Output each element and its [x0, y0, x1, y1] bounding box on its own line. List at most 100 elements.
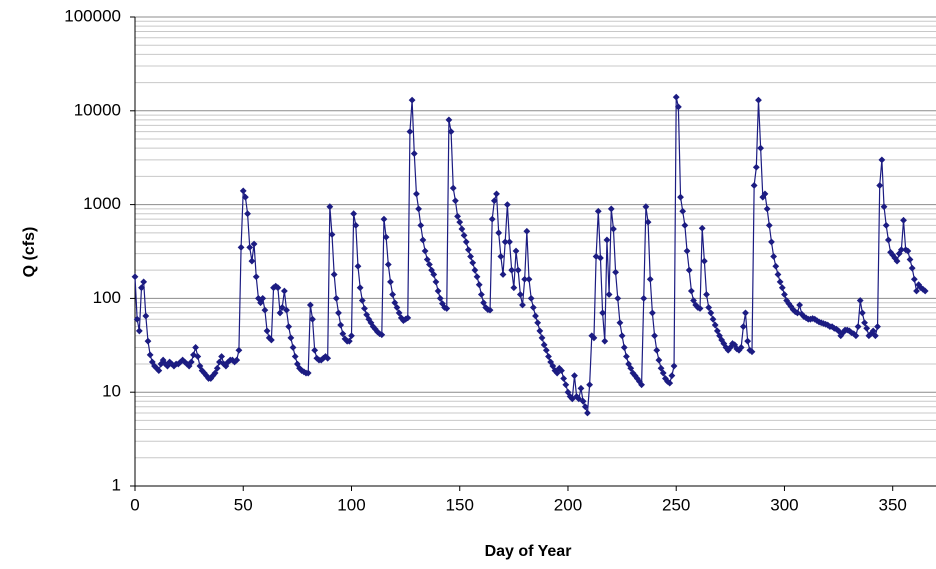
data-point	[713, 327, 721, 335]
data-point	[536, 327, 544, 335]
data-point	[852, 332, 860, 340]
data-point	[456, 218, 464, 226]
data-point	[400, 317, 407, 324]
data-point	[244, 210, 251, 218]
data-point	[802, 314, 810, 322]
data-point	[296, 364, 303, 372]
data-point	[579, 397, 587, 405]
data-point	[384, 261, 392, 268]
data-point	[144, 337, 152, 345]
data-point	[421, 247, 429, 255]
data-point	[649, 309, 656, 317]
data-point	[278, 304, 286, 311]
y-tick-label: 1	[112, 475, 121, 494]
data-point	[700, 257, 708, 265]
data-point	[761, 190, 769, 198]
data-point	[778, 284, 786, 292]
data-point	[529, 304, 537, 311]
data-point	[434, 287, 442, 295]
data-point	[194, 353, 202, 360]
data-point	[640, 295, 648, 302]
data-point	[187, 358, 195, 366]
data-point	[607, 205, 615, 213]
data-point	[352, 222, 360, 229]
data-point	[605, 291, 613, 298]
data-point	[755, 96, 762, 104]
data-point	[698, 224, 706, 232]
data-point	[259, 295, 267, 302]
data-point	[389, 291, 397, 298]
data-point	[183, 360, 191, 368]
data-point	[581, 403, 589, 411]
data-point	[345, 337, 353, 345]
data-point	[190, 351, 197, 359]
data-point	[415, 205, 422, 213]
data-point	[540, 341, 548, 349]
data-point	[324, 354, 332, 362]
data-point	[601, 337, 609, 345]
data-point	[696, 305, 704, 312]
data-point	[703, 291, 710, 298]
data-point	[685, 266, 693, 274]
data-point	[516, 291, 524, 298]
data-point	[776, 278, 784, 286]
data-point	[361, 305, 368, 312]
data-point	[337, 321, 345, 329]
data-point	[250, 240, 258, 248]
data-point	[644, 218, 652, 226]
data-point	[231, 358, 238, 366]
data-point	[224, 358, 232, 366]
data-point	[876, 182, 884, 189]
data-point	[181, 358, 189, 366]
data-point	[854, 323, 862, 331]
data-point	[164, 362, 171, 370]
data-point	[454, 212, 461, 220]
data-point	[508, 266, 516, 274]
x-tick-label: 100	[337, 495, 365, 514]
data-point	[436, 295, 444, 302]
data-point	[413, 190, 420, 198]
data-point	[367, 319, 375, 327]
data-point	[558, 367, 565, 374]
data-point	[196, 362, 204, 370]
data-point	[560, 375, 568, 382]
x-tick-label: 200	[554, 495, 582, 514]
data-point	[586, 381, 594, 389]
y-tick-label: 10000	[74, 100, 121, 119]
data-point	[382, 233, 390, 241]
data-point	[878, 156, 886, 164]
data-point	[525, 275, 533, 283]
data-point	[874, 323, 881, 331]
data-point	[246, 243, 254, 251]
data-point	[490, 197, 498, 205]
data-point	[287, 334, 295, 342]
data-point	[750, 182, 758, 189]
data-point	[462, 238, 470, 246]
data-point	[674, 103, 682, 111]
data-point	[711, 321, 719, 329]
x-tick-label: 50	[234, 495, 253, 514]
data-point	[475, 281, 483, 289]
data-point	[542, 346, 550, 354]
data-point	[683, 247, 691, 255]
data-point	[332, 295, 340, 302]
data-point	[380, 215, 388, 223]
data-point	[477, 291, 485, 298]
data-point	[471, 266, 479, 274]
data-point	[679, 207, 687, 215]
data-point	[571, 372, 578, 380]
data-point	[856, 297, 864, 304]
data-point	[904, 247, 912, 255]
data-point	[616, 319, 624, 327]
data-point	[445, 116, 453, 124]
x-tick-label: 0	[130, 495, 139, 514]
data-point	[913, 287, 920, 295]
data-point	[432, 278, 440, 286]
y-tick-label: 100	[93, 288, 121, 307]
data-point	[651, 332, 658, 340]
data-point	[584, 409, 591, 417]
data-point	[419, 236, 427, 244]
data-point	[404, 314, 412, 322]
data-point	[263, 327, 271, 335]
data-point	[742, 309, 749, 317]
